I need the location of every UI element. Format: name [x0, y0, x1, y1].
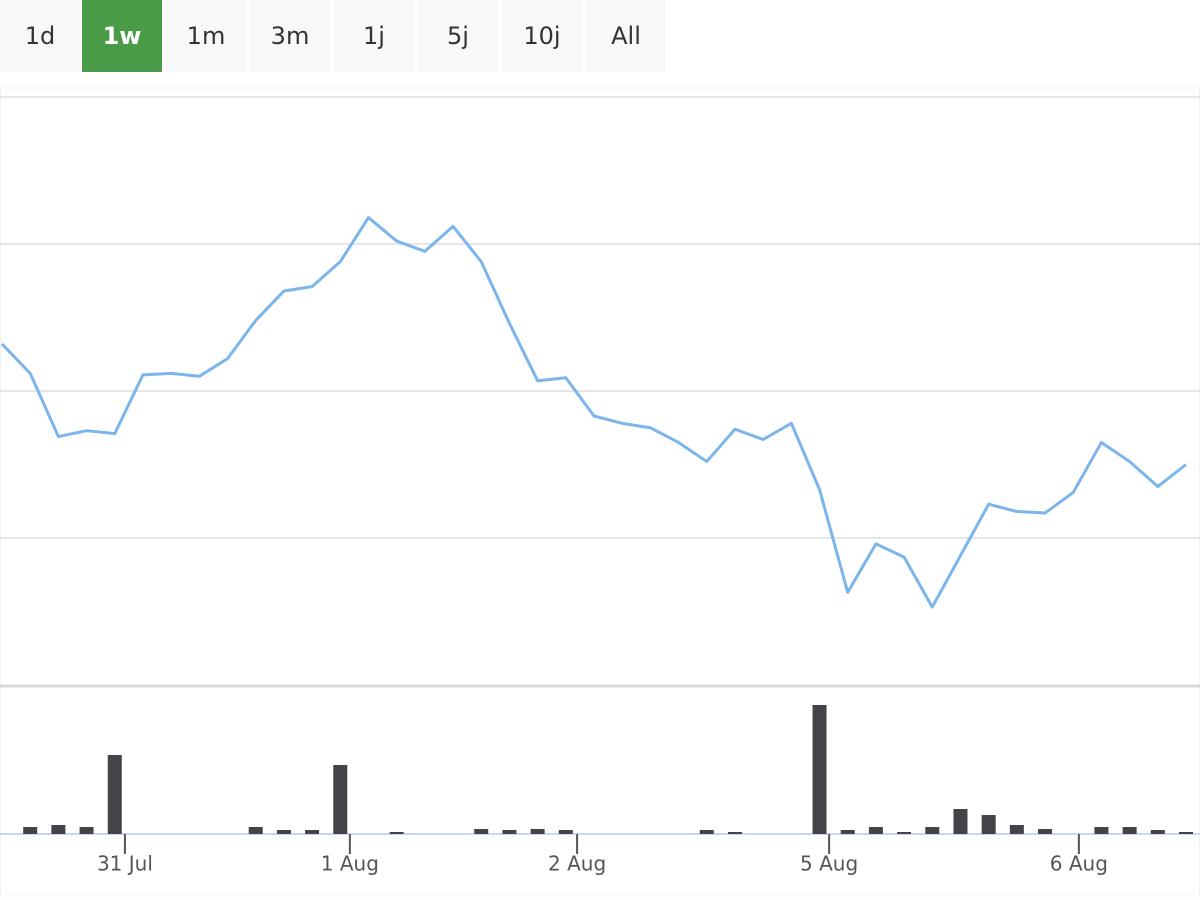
range-button[interactable]: 1d [0, 0, 80, 72]
x-tick-label: 1 Aug [321, 852, 379, 876]
volume-bar [897, 832, 912, 834]
x-tick-label: 5 Aug [800, 852, 858, 876]
volume-bar [502, 830, 517, 834]
volume-bar [333, 765, 348, 834]
volume-bar [953, 809, 968, 834]
range-button[interactable]: 10j [502, 0, 582, 72]
x-tick-label: 31 Jul [97, 852, 153, 876]
volume-bar [1179, 832, 1193, 834]
volume-bar [727, 832, 742, 834]
volume-bar [1150, 830, 1165, 834]
volume-bar [558, 830, 573, 834]
volume-bar [1122, 827, 1137, 834]
range-button[interactable]: 1w [82, 0, 162, 72]
range-button[interactable]: All [586, 0, 666, 72]
volume-bar [305, 830, 320, 834]
range-button[interactable]: 3m [250, 0, 330, 72]
price-line [0, 216, 1187, 609]
volume-bar [389, 832, 404, 834]
range-button[interactable]: 1m [166, 0, 246, 72]
volume-bar [79, 827, 94, 834]
volume-bar [276, 830, 291, 834]
volume-bar [248, 827, 263, 834]
volume-bar [1009, 825, 1024, 834]
volume-bar [51, 825, 66, 834]
volume-bar [840, 830, 855, 834]
volume-bar [812, 705, 827, 834]
chart-frame [0, 87, 1200, 897]
volume-bar [107, 755, 122, 834]
volume-bar [23, 827, 38, 834]
volume-bar [474, 829, 489, 834]
volume-bar [530, 829, 545, 834]
volume-bar [981, 815, 996, 834]
range-button[interactable]: 1j [334, 0, 414, 72]
range-button[interactable]: 5j [418, 0, 498, 72]
x-tick-label: 2 Aug [548, 852, 606, 876]
volume-bar [1038, 829, 1053, 834]
volume-bar [1094, 827, 1109, 834]
volume-bar [699, 830, 714, 834]
volume-bar [925, 827, 940, 834]
x-tick-label: 6 Aug [1050, 852, 1108, 876]
volume-bar [868, 827, 883, 834]
